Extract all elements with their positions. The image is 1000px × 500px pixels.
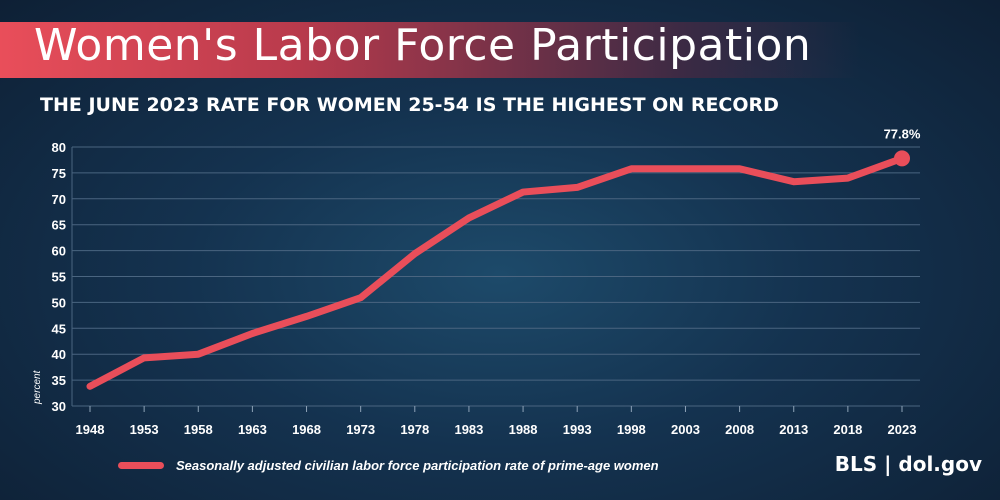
x-tick-label: 2003 bbox=[671, 422, 700, 437]
x-tick-label: 2008 bbox=[725, 422, 754, 437]
source-credit: BLS | dol.gov bbox=[834, 452, 982, 476]
y-tick-label: 40 bbox=[52, 347, 66, 362]
y-tick-label: 80 bbox=[52, 140, 66, 155]
y-axis-label: percent bbox=[32, 369, 43, 405]
title-banner: Women's Labor Force Participation bbox=[0, 20, 860, 78]
y-tick-label: 45 bbox=[52, 321, 66, 336]
legend-swatch bbox=[118, 462, 164, 469]
x-tick-label: 1963 bbox=[238, 422, 267, 437]
x-tick-label: 1948 bbox=[76, 422, 105, 437]
y-tick-label: 35 bbox=[52, 373, 66, 388]
x-tick-label: 1983 bbox=[454, 422, 483, 437]
chart-title: Women's Labor Force Participation bbox=[34, 20, 812, 71]
x-tick-label: 2018 bbox=[833, 422, 862, 437]
y-tick-label: 50 bbox=[52, 295, 66, 310]
x-tick-label: 1993 bbox=[563, 422, 592, 437]
x-tick-label: 1953 bbox=[130, 422, 159, 437]
x-tick-label: 1973 bbox=[346, 422, 375, 437]
y-tick-label: 60 bbox=[52, 244, 66, 259]
y-tick-label: 65 bbox=[52, 218, 66, 233]
grid-lines bbox=[71, 146, 920, 407]
y-tick-label: 55 bbox=[52, 270, 66, 285]
x-tick-label: 1968 bbox=[292, 422, 321, 437]
y-axis-ticks: 30 35 40 45 50 55 60 65 70 75 80 bbox=[52, 140, 66, 414]
legend-label: Seasonally adjusted civilian labor force… bbox=[176, 458, 659, 473]
series-group bbox=[86, 154, 906, 390]
series-line bbox=[86, 154, 906, 390]
x-tick-label: 1978 bbox=[400, 422, 429, 437]
chart-subtitle: THE JUNE 2023 RATE FOR WOMEN 25-54 IS TH… bbox=[40, 94, 779, 116]
legend: Seasonally adjusted civilian labor force… bbox=[118, 458, 659, 473]
x-axis-ticks: 1948 1953 1958 1963 1968 1973 1978 1983 1988 1993… bbox=[76, 406, 917, 437]
endpoint-marker bbox=[894, 150, 910, 167]
y-tick-label: 30 bbox=[52, 399, 66, 414]
annotations: 77.8% bbox=[884, 126, 921, 167]
y-tick-label: 75 bbox=[52, 166, 66, 181]
y-tick-label: 70 bbox=[52, 192, 66, 207]
endpoint-value-label: 77.8% bbox=[884, 126, 921, 141]
x-tick-label: 1958 bbox=[184, 422, 213, 437]
x-tick-label: 2013 bbox=[779, 422, 808, 437]
x-tick-label: 1998 bbox=[617, 422, 646, 437]
x-tick-label: 2023 bbox=[888, 422, 917, 437]
x-tick-label: 1988 bbox=[509, 422, 538, 437]
